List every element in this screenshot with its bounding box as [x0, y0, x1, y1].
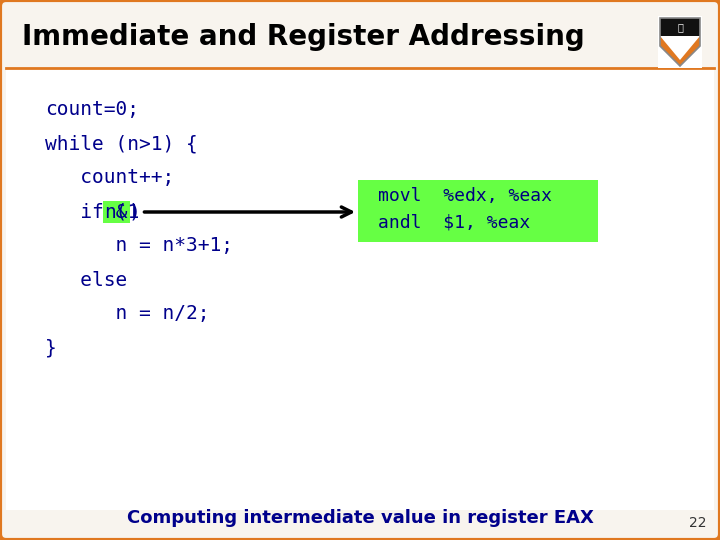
Text: 22: 22: [688, 516, 706, 530]
Bar: [6, 6, 714, 68]
Text: n = n/2;: n = n/2;: [45, 305, 210, 323]
Text: n&1: n&1: [104, 202, 139, 221]
Text: count++;: count++;: [45, 168, 174, 187]
Bar: [103, 201, 130, 223]
Text: while (n>1) {: while (n>1) {: [45, 134, 198, 153]
Text: ): ): [129, 202, 141, 221]
Bar: [6, 68, 714, 510]
Text: if (: if (: [45, 202, 127, 221]
Text: ⛨: ⛨: [677, 22, 683, 32]
Text: }: }: [45, 339, 57, 357]
Text: Immediate and Register Addressing: Immediate and Register Addressing: [22, 23, 585, 51]
Text: n = n*3+1;: n = n*3+1;: [45, 237, 233, 255]
Bar: [658, 16, 702, 68]
Text: Computing intermediate value in register EAX: Computing intermediate value in register…: [127, 509, 593, 527]
Text: andl  $1, %eax: andl $1, %eax: [378, 213, 530, 231]
Text: movl  %edx, %eax: movl %edx, %eax: [378, 187, 552, 205]
Bar: [358, 180, 598, 242]
Text: count=0;: count=0;: [45, 100, 139, 119]
Text: else: else: [45, 271, 127, 289]
Polygon shape: [660, 36, 700, 66]
Bar: [660, 18, 700, 36]
